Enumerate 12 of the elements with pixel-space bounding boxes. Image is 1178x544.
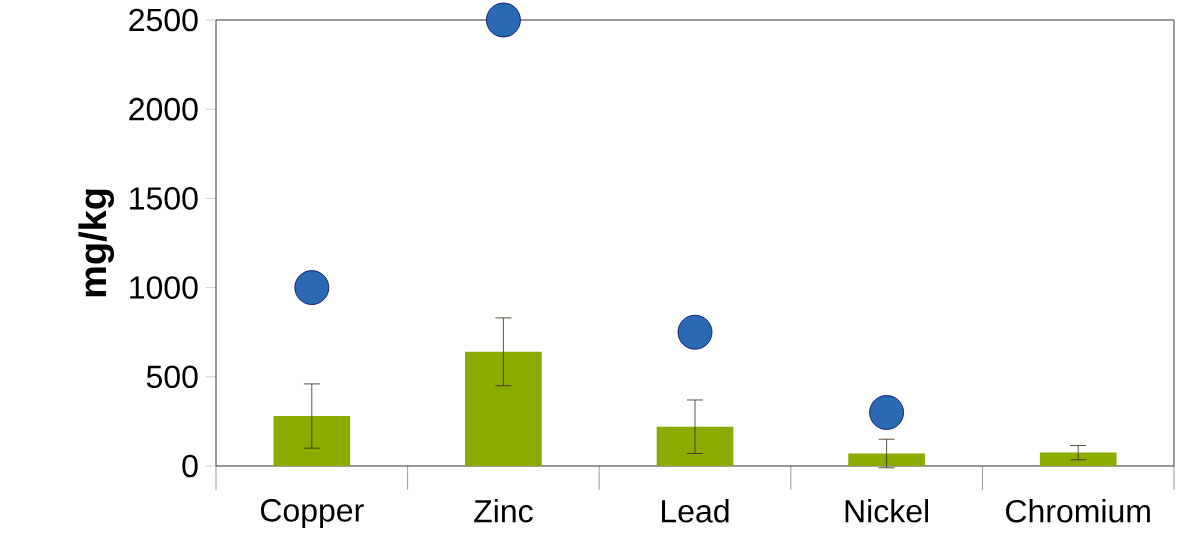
x-tick-label: Lead [662,499,729,523]
x-tick-label: Nickel [845,499,928,523]
y-tick-label: 0 [182,454,198,478]
x-tick-label: Chromium [1006,499,1150,523]
x-tick-label: Copper [260,499,364,529]
y-tick-label: 1500 [130,187,198,210]
y-tick-label: 1000 [130,276,198,299]
y-tick-label: 2000 [129,97,198,121]
y-axis-title: mg/kg [78,189,115,297]
y-tick-label: 2500 [129,8,198,32]
x-tick-label: Zinc [474,499,533,523]
y-tick-label: 500 [146,365,198,389]
